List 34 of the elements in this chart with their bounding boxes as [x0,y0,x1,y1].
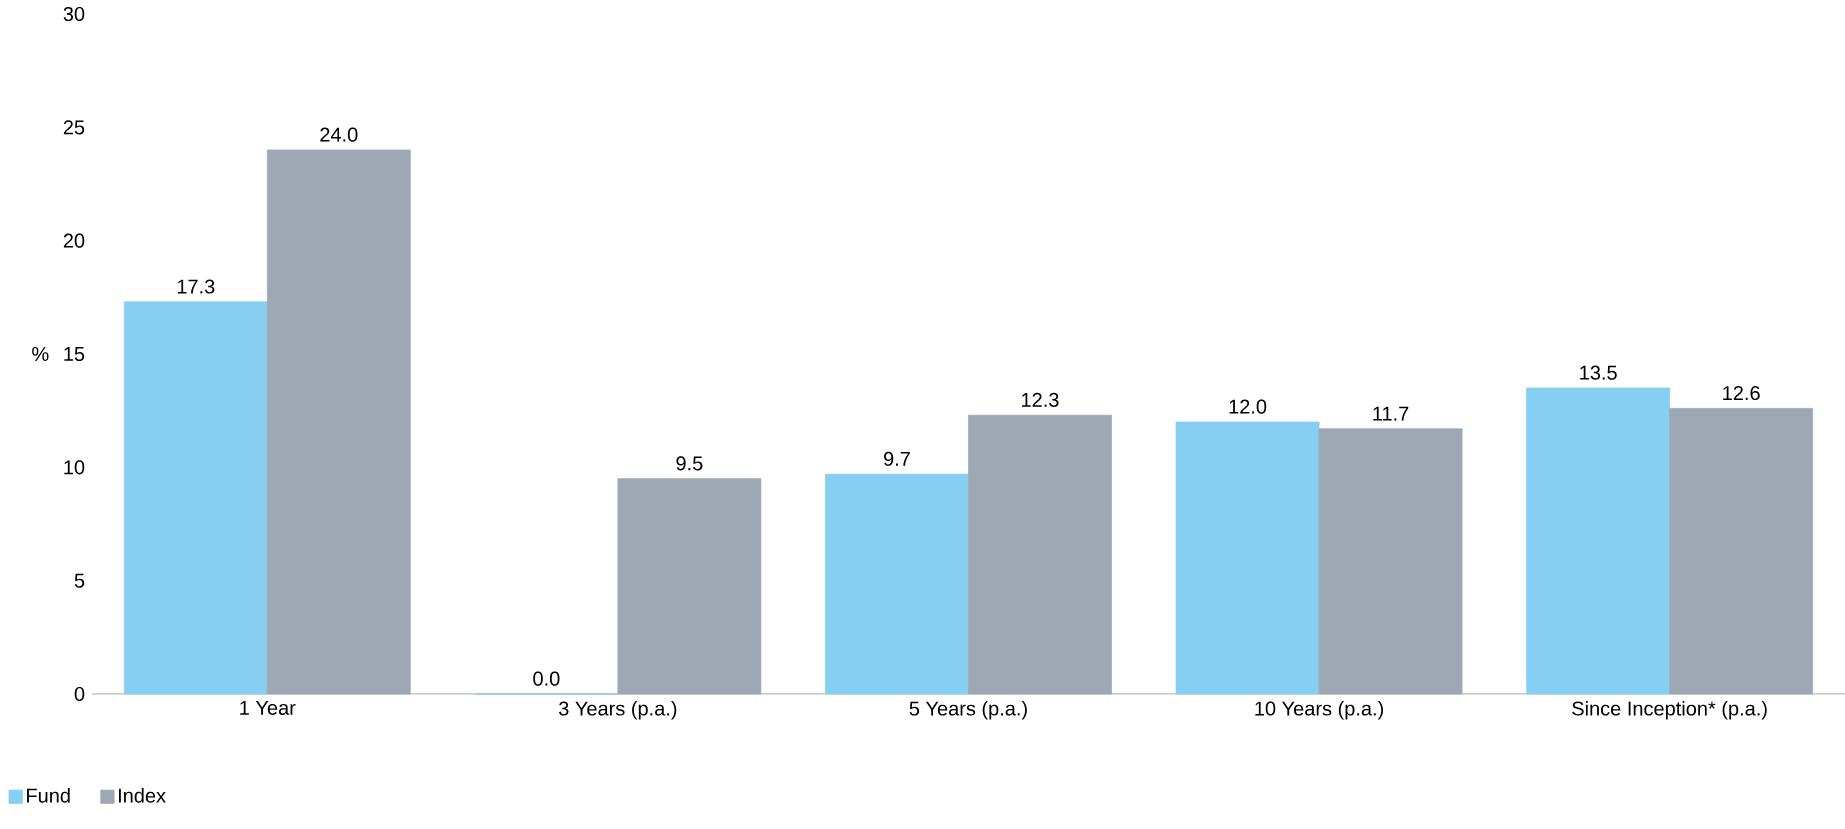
y-tick-label: 0 [74,686,85,702]
x-tick-label: 1 Year [240,700,296,715]
data-label: 11.7 [1373,406,1409,421]
data-label: 24.0 [320,127,358,142]
bar [1526,387,1671,695]
data-label: 17.3 [177,279,215,294]
legend-label: Fund [27,788,70,803]
bar [968,414,1112,695]
bar [617,478,762,695]
x-tick-label: 10 Years (p.a.) [1255,700,1384,720]
data-label: 12.6 [1723,385,1760,401]
bar [1175,421,1320,695]
bar [266,149,411,695]
bar [825,473,969,695]
y-tick-label: 15 [64,347,85,361]
y-tick-label: 25 [63,120,85,135]
x-tick-label: 3 Years (p.a.) [558,700,677,720]
bar [1669,408,1814,695]
x-tick-label: Since Inception* (p.a.) [1572,700,1767,720]
x-tick-label: 5 Years (p.a.) [909,700,1027,720]
data-label: 12.0 [1229,399,1267,414]
data-label: 0.0 [533,671,560,686]
legend-label: Index [118,788,166,803]
y-axis-title: % [32,347,49,361]
y-tick-label: 20 [63,233,85,248]
bar [1318,428,1463,695]
y-tick-label: 5 [74,573,85,588]
data-label: 9.7 [884,451,910,466]
data-label: 13.5 [1580,365,1617,380]
bar [123,301,268,695]
y-tick-label: 10 [64,460,85,475]
data-label: 9.5 [676,456,703,471]
y-tick-label: 30 [63,6,85,22]
data-label: 12.3 [1022,392,1059,407]
